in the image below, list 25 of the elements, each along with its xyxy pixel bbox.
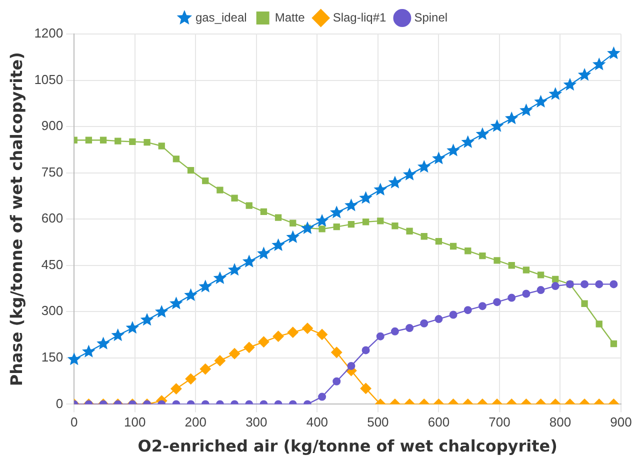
x-tick-label: 500	[367, 414, 389, 430]
x-tick-label: 400	[306, 414, 328, 430]
x-tick-label: 900	[610, 414, 632, 430]
y-tick-label: 450	[41, 256, 64, 272]
x-tick-label: 800	[549, 414, 572, 430]
x-tick-label: 200	[184, 414, 206, 430]
legend-label: Slag-liq#1	[332, 10, 387, 24]
y-tick-label: 150	[41, 350, 64, 365]
y-axis-title: Phase (kg/tonne of wet chalcopyrite)	[6, 52, 26, 386]
x-tick-label: 100	[124, 414, 146, 430]
x-tick-label: 300	[246, 414, 268, 430]
x-axis-title: O2-enriched air (kg/tonne of wet chalcopyrite)	[138, 436, 558, 456]
x-tick-label: 700	[488, 414, 510, 430]
y-tick-label: 300	[41, 303, 64, 318]
y-tick-label: 0	[56, 396, 64, 411]
y-tick-label: 600	[41, 210, 64, 226]
x-tick-label: 600	[428, 414, 450, 430]
y-tick-label: 900	[41, 118, 64, 134]
legend-label: Matte	[274, 10, 306, 24]
legend-label: gas_ideal	[195, 10, 247, 24]
y-tick-label: 750	[41, 164, 64, 180]
x-tick-label: 0	[70, 414, 78, 430]
y-tick-label: 1050	[34, 72, 64, 87]
y-tick-label: 1200	[34, 26, 64, 41]
legend-label: Spinel	[414, 10, 448, 24]
